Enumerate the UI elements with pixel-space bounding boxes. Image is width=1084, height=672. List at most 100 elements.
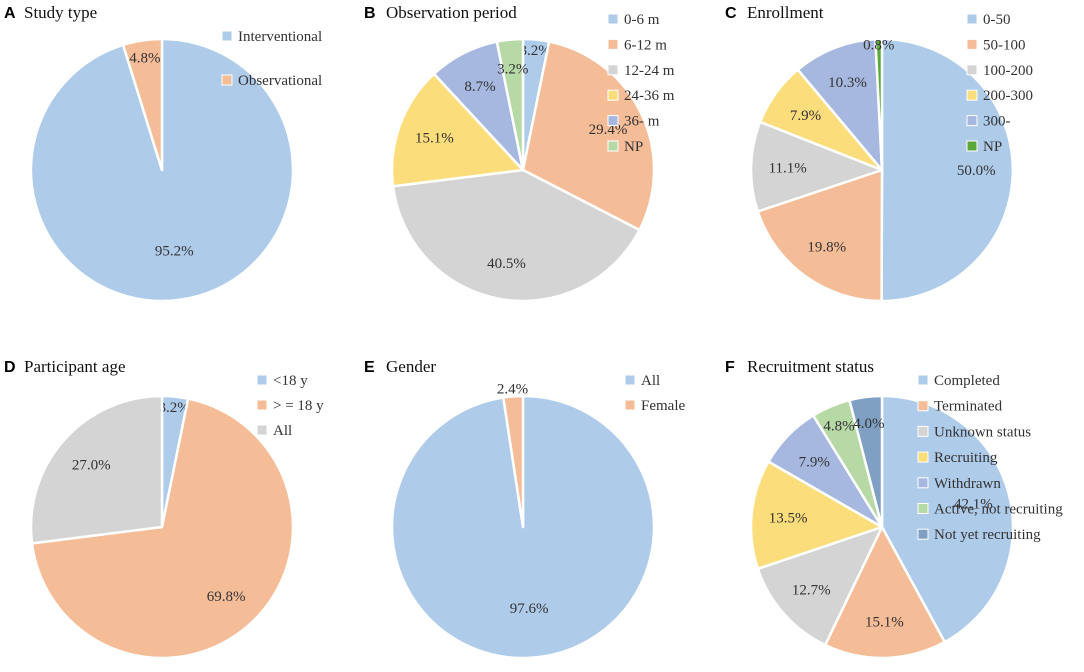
legend-label: 24-36 m [624, 88, 675, 104]
pie-slice-terminated [823, 525, 946, 660]
legend-label: Female [641, 398, 685, 414]
legend-swatch [966, 64, 978, 76]
data-label: 3.2% [519, 43, 550, 59]
data-label: 4.8% [129, 50, 160, 66]
legend-swatch [221, 30, 233, 42]
panel-letter: B [364, 5, 376, 22]
legend-label: 0-6 m [624, 12, 660, 28]
data-label: 3.2% [158, 400, 189, 416]
data-label: 12.7% [792, 582, 831, 598]
legend-swatch [607, 115, 619, 127]
legend-label: All [641, 373, 660, 389]
legend-label: NP [624, 139, 643, 155]
pie-panel-a: A Study type 95.2% 4.8% Interventional Observ… [4, 3, 322, 303]
legend-swatch [917, 451, 929, 463]
legend-label: > = 18 y [273, 398, 324, 414]
pie-slice-300 [796, 37, 884, 172]
data-label: 13.5% [769, 511, 808, 527]
data-label: 19.8% [807, 239, 846, 255]
pie-slice-unknown-status [756, 525, 884, 647]
data-label: 4.8% [823, 419, 854, 435]
legend-swatch [624, 399, 636, 411]
data-label: 7.9% [799, 454, 830, 470]
data-label: 0.8% [863, 37, 894, 53]
legend-swatch [256, 374, 268, 386]
legend-label: 12-24 m [624, 63, 675, 79]
legend-swatch [256, 399, 268, 411]
data-label: 27.0% [72, 458, 111, 474]
data-label: 15.1% [415, 131, 454, 147]
pie-slice-18-y [30, 397, 295, 660]
data-label: 11.1% [769, 161, 807, 177]
panel-letter: F [725, 359, 735, 376]
legend-swatch [607, 64, 619, 76]
pie-slice-not-yet-recruiting [848, 394, 884, 529]
data-label: 7.9% [790, 108, 821, 124]
panel-title: Recruitment status [747, 357, 874, 376]
panel-letter: A [4, 5, 16, 22]
legend-swatch [966, 13, 978, 25]
legend-swatch [607, 13, 619, 25]
pie-slice-observational [121, 37, 164, 172]
legend-label: 200-300 [983, 88, 1033, 104]
legend-label: 100-200 [983, 63, 1033, 79]
panel-title: Study type [24, 3, 97, 22]
pie-slice-recruiting [749, 460, 884, 571]
panel-title: Enrollment [747, 3, 824, 22]
data-label: 15.1% [865, 614, 904, 630]
data-label: 2.4% [497, 382, 528, 398]
pie-slice-female [502, 394, 525, 529]
legend-swatch [607, 89, 619, 101]
legend-label: Unknown status [934, 424, 1031, 440]
pie-panel-f: F Recruitment status 42.1% 15.1% 12.7% 13.5% 7… [725, 357, 1063, 660]
legend-swatch [966, 115, 978, 127]
legend-label: Not yet recruiting [934, 527, 1041, 543]
data-label: 8.7% [464, 79, 495, 95]
legend-swatch [624, 374, 636, 386]
legend-swatch [966, 140, 978, 152]
data-label: 97.6% [510, 601, 549, 617]
legend-swatch [966, 89, 978, 101]
pie-slice-np [495, 37, 525, 172]
pie-panel-e: E Gender 97.6% 2.4% All Female [364, 357, 685, 660]
panel-letter: D [4, 359, 16, 376]
panel-title: Observation period [386, 3, 517, 22]
legend-swatch [917, 528, 929, 540]
legend-label: <18 y [273, 373, 308, 389]
pie-panel-c: C Enrollment 50.0% 19.8% 11.1% 7.9% 10.3% 0.8% 0… [725, 3, 1033, 303]
data-label: 3.2% [497, 61, 528, 77]
data-label: 95.2% [155, 243, 194, 259]
legend-swatch [917, 425, 929, 437]
pie-slice-np [874, 37, 884, 172]
panel-letter: E [364, 359, 375, 376]
legend-swatch [917, 503, 929, 514]
legend-label: Observational [238, 73, 322, 89]
legend-label: Active, not recruiting [934, 502, 1063, 518]
data-label: 4.0% [853, 416, 884, 432]
data-label: 10.3% [828, 75, 867, 91]
legend-label: 300- [983, 114, 1011, 130]
pie-slice-12-24-m [391, 168, 641, 303]
legend-label: 6-12 m [624, 37, 667, 53]
legend-label: NP [983, 139, 1002, 155]
panel-title: Participant age [24, 357, 126, 376]
pie-slice-24-36-m [390, 72, 525, 188]
data-label: 29.4% [589, 122, 628, 138]
legend-swatch [256, 424, 268, 436]
legend-swatch [966, 38, 978, 50]
data-label: 40.5% [487, 256, 526, 272]
pie-slice-all [29, 394, 164, 545]
legend-label: 0-50 [983, 12, 1011, 28]
legend-label: All [273, 423, 292, 439]
legend-swatch [607, 38, 619, 50]
legend-swatch [917, 374, 929, 386]
legend-label: Withdrawn [934, 476, 1001, 492]
legend-swatch [221, 74, 233, 86]
pie-panel-b: B Observation period 3.2% 29.4% 40.5% 15.1% 8.… [364, 3, 675, 303]
pie-slice-100-200 [749, 120, 884, 213]
legend-label: Terminated [934, 399, 1003, 415]
pie-panel-d: D Participant age 3.2% 69.8% 27.0% <18 y > = 1… [4, 357, 324, 660]
panel-letter: C [725, 5, 737, 22]
legend-swatch [917, 400, 929, 412]
